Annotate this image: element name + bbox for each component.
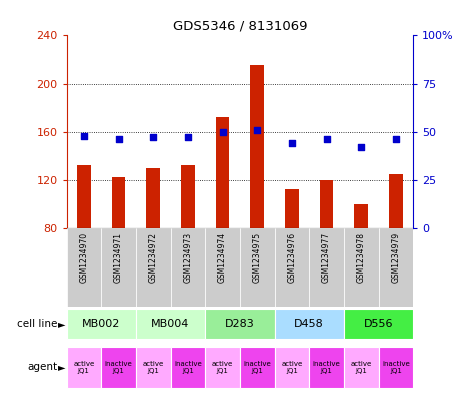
Text: ►: ►	[58, 362, 66, 373]
Text: inactive
JQ1: inactive JQ1	[104, 361, 133, 374]
Bar	[136, 309, 205, 339]
Text: D458: D458	[294, 319, 324, 329]
Text: active
JQ1: active JQ1	[73, 361, 95, 374]
Bar	[77, 165, 91, 228]
Text: active
JQ1: active JQ1	[351, 361, 372, 374]
Bar	[379, 228, 413, 307]
Point	[323, 136, 331, 143]
Bar	[250, 66, 264, 228]
Text: cell line: cell line	[17, 319, 57, 329]
Text: inactive
JQ1: inactive JQ1	[382, 361, 410, 374]
Bar	[66, 347, 101, 388]
Text: inactive
JQ1: inactive JQ1	[243, 361, 271, 374]
Text: ►: ►	[58, 319, 66, 329]
Bar	[216, 117, 229, 228]
Point	[288, 140, 295, 146]
Bar	[136, 347, 171, 388]
Text: active
JQ1: active JQ1	[212, 361, 233, 374]
Text: GSM1234971: GSM1234971	[114, 232, 123, 283]
Text: GSM1234975: GSM1234975	[253, 232, 262, 283]
Bar	[354, 204, 368, 228]
Bar	[146, 168, 160, 228]
Text: D283: D283	[225, 319, 255, 329]
Bar	[205, 309, 275, 339]
Text: GSM1234979: GSM1234979	[391, 232, 400, 283]
Point	[218, 129, 227, 135]
Bar	[309, 228, 344, 307]
Text: inactive
JQ1: inactive JQ1	[313, 361, 341, 374]
Point	[184, 134, 192, 141]
Point	[80, 132, 88, 139]
Text: MB004: MB004	[152, 319, 190, 329]
Text: GSM1234970: GSM1234970	[79, 232, 88, 283]
Bar	[240, 228, 275, 307]
Bar	[344, 309, 413, 339]
Point	[149, 134, 157, 141]
Text: agent: agent	[27, 362, 57, 373]
Point	[392, 136, 400, 143]
Text: GSM1234977: GSM1234977	[322, 232, 331, 283]
Bar	[389, 174, 403, 228]
Bar	[240, 347, 275, 388]
Text: inactive
JQ1: inactive JQ1	[174, 361, 202, 374]
Text: D556: D556	[364, 319, 393, 329]
Text: active
JQ1: active JQ1	[142, 361, 164, 374]
Bar	[66, 228, 101, 307]
Point	[254, 127, 261, 133]
Bar	[379, 347, 413, 388]
Text: GSM1234978: GSM1234978	[357, 232, 366, 283]
Bar	[136, 228, 171, 307]
Bar	[66, 309, 136, 339]
Bar	[171, 228, 205, 307]
Bar	[285, 189, 299, 228]
Point	[358, 144, 365, 150]
Text: GSM1234976: GSM1234976	[287, 232, 296, 283]
Text: active
JQ1: active JQ1	[281, 361, 303, 374]
Point	[115, 136, 123, 143]
Bar	[275, 347, 309, 388]
Text: GSM1234973: GSM1234973	[183, 232, 192, 283]
Bar	[205, 347, 240, 388]
Bar	[344, 228, 379, 307]
Bar	[205, 228, 240, 307]
Text: GSM1234972: GSM1234972	[149, 232, 158, 283]
Bar	[181, 165, 195, 228]
Text: MB002: MB002	[82, 319, 120, 329]
Bar	[320, 180, 333, 228]
Bar	[275, 309, 344, 339]
Bar	[101, 228, 136, 307]
Bar	[101, 347, 136, 388]
Bar	[275, 228, 309, 307]
Bar	[344, 347, 379, 388]
Bar	[112, 177, 125, 228]
Title: GDS5346 / 8131069: GDS5346 / 8131069	[172, 20, 307, 33]
Bar	[309, 347, 344, 388]
Bar	[171, 347, 205, 388]
Text: GSM1234974: GSM1234974	[218, 232, 227, 283]
